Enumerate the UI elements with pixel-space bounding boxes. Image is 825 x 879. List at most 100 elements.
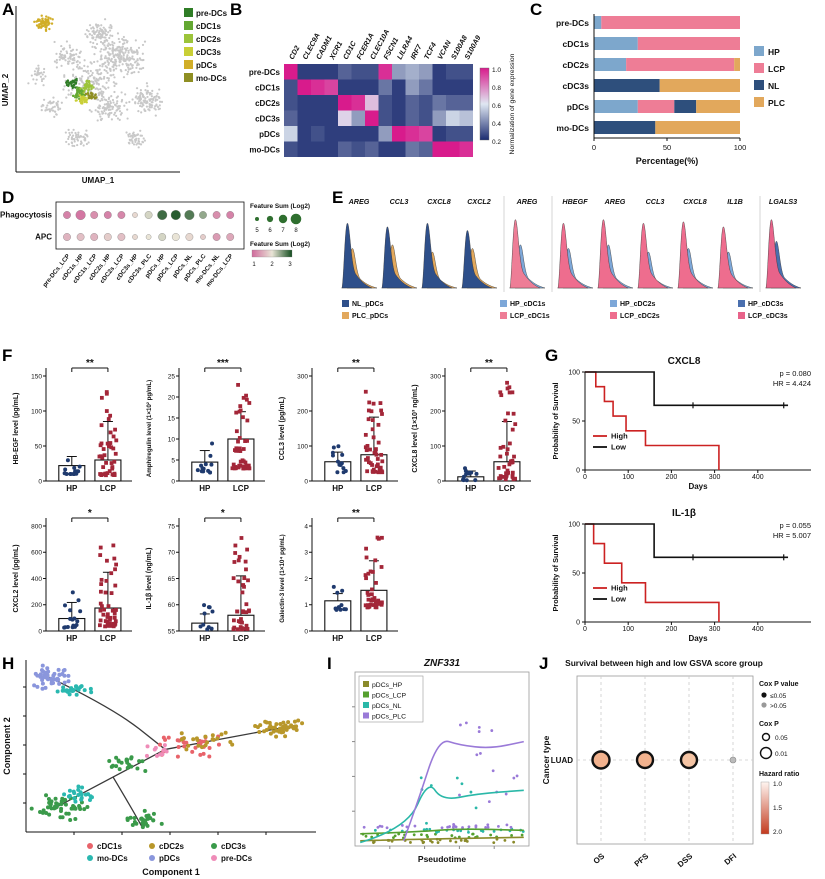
svg-text:*: * (221, 508, 225, 519)
svg-text:50: 50 (35, 443, 43, 450)
svg-text:Feature Sum (Log2): Feature Sum (Log2) (250, 203, 310, 210)
svg-text:0.8: 0.8 (492, 85, 501, 92)
svg-text:5: 5 (171, 457, 175, 464)
panel-a-label: A (2, 0, 15, 19)
panel-e-label: E (332, 188, 344, 207)
svg-text:cDC2s: cDC2s (563, 60, 590, 70)
svg-text:600: 600 (31, 550, 42, 557)
svg-text:NL_pDCs: NL_pDCs (352, 301, 384, 308)
svg-text:pDCs: pDCs (259, 130, 280, 139)
svg-text:LCP_cDC3s: LCP_cDC3s (748, 313, 788, 320)
svg-text:3: 3 (304, 550, 308, 557)
svg-text:AREG: AREG (348, 197, 370, 206)
svg-text:4: 4 (304, 523, 308, 530)
svg-text:PLC: PLC (768, 98, 785, 108)
svg-text:0.4: 0.4 (492, 121, 501, 128)
svg-text:Low: Low (611, 443, 626, 452)
svg-text:CXCL2 level (pg/mL): CXCL2 level (pg/mL) (13, 544, 20, 612)
svg-text:mo-DCs: mo-DCs (196, 74, 227, 83)
svg-text:6: 6 (268, 228, 272, 234)
svg-text:HP: HP (199, 484, 211, 493)
svg-text:400: 400 (31, 576, 42, 583)
svg-text:400: 400 (752, 474, 764, 481)
svg-text:100: 100 (622, 474, 634, 481)
svg-text:0: 0 (171, 478, 175, 485)
svg-text:10: 10 (168, 436, 176, 443)
svg-text:50: 50 (663, 143, 671, 152)
svg-text:200: 200 (31, 602, 42, 609)
component2-axis-label: Component 2 (2, 717, 12, 775)
km-title: CXCL8 (668, 356, 701, 367)
svg-text:0: 0 (304, 478, 308, 485)
component1-axis-label: Component 1 (142, 867, 200, 877)
svg-text:1.5: 1.5 (773, 805, 782, 812)
svg-text:0: 0 (583, 474, 587, 481)
svg-text:Hazard ratio: Hazard ratio (759, 771, 799, 778)
panel-f-label: F (2, 346, 13, 365)
svg-text:200: 200 (430, 408, 441, 415)
svg-text:**: ** (485, 358, 493, 369)
svg-text:HP: HP (66, 484, 78, 493)
svg-text:CCL3: CCL3 (646, 197, 665, 206)
svg-text:0: 0 (437, 478, 441, 485)
svg-text:PLC_pDCs: PLC_pDCs (352, 313, 388, 320)
svg-text:High: High (611, 432, 628, 441)
svg-text:NL: NL (768, 81, 779, 91)
svg-text:pDCs_LCP: pDCs_LCP (372, 693, 406, 700)
svg-text:cDC3s: cDC3s (221, 842, 246, 851)
svg-text:cDC1s: cDC1s (563, 39, 590, 49)
panel-d-label: D (2, 188, 15, 207)
panel-g-survival: G CXCL8 p = 0.080 HR = 4.424 0 50 100 0 100 200 3… (543, 346, 825, 654)
svg-text:HBEGF: HBEGF (562, 197, 588, 206)
svg-text:HP: HP (768, 47, 780, 57)
svg-text:Cox P: Cox P (759, 721, 779, 728)
svg-text:AREG: AREG (604, 197, 626, 206)
svg-text:60: 60 (168, 602, 176, 609)
svg-text:Galectin-3 level (1×10⁴ pg/mL): Galectin-3 level (1×10⁴ pg/mL) (279, 534, 286, 623)
svg-text:pDCs: pDCs (196, 61, 217, 70)
svg-text:200: 200 (297, 408, 308, 415)
svg-text:LCP: LCP (233, 484, 250, 493)
svg-text:50: 50 (572, 418, 580, 425)
panel-a-umap: A UMAP_2 UMAP_1 pre-DCs cDC1s cDC2s cDC3s pDCs… (0, 0, 230, 188)
svg-text:PFS: PFS (633, 851, 651, 868)
svg-text:LCP: LCP (366, 634, 383, 643)
svg-text:50: 50 (572, 570, 580, 577)
panel-j-gsva-bubble: J Survival between high and low GSVA sco… (537, 654, 825, 879)
svg-text:IL1B: IL1B (727, 197, 743, 206)
svg-text:8: 8 (294, 228, 298, 234)
svg-text:High: High (611, 584, 628, 593)
svg-text:Low: Low (611, 595, 626, 604)
svg-text:300: 300 (709, 474, 721, 481)
svg-text:pre-DCs: pre-DCs (249, 68, 281, 77)
panel-h-label: H (2, 654, 15, 673)
svg-text:300: 300 (297, 373, 308, 380)
svg-text:HB-EGF level (pg/mL): HB-EGF level (pg/mL) (13, 393, 20, 465)
svg-text:75: 75 (168, 523, 176, 530)
panel-b-label: B (230, 0, 243, 19)
svg-text:0: 0 (38, 628, 42, 635)
svg-text:2: 2 (304, 576, 308, 583)
panel-h-trajectory: H cDC1s cDC2s cDC3s mo-DCs pDCs pre-DCs Compon… (0, 654, 325, 879)
panel-d-dotplot: D Phagocytosis APC pre-DCs_LCP cDC1s_HP cDC1… (0, 188, 330, 346)
svg-text:***: *** (217, 358, 229, 369)
svg-text:pre-DCs: pre-DCs (556, 18, 589, 28)
svg-text:0: 0 (583, 626, 587, 633)
umap-x-label: UMAP_1 (82, 176, 115, 185)
feature-sum-dot-plot: PhagocytosisAPCpre-DCs_LCPcDC1s_HPcDC1s_… (0, 201, 310, 289)
svg-text:mo-DCs: mo-DCs (97, 854, 128, 863)
svg-text:LCP: LCP (100, 484, 117, 493)
svg-text:Probability of Survival: Probability of Survival (551, 534, 560, 611)
panel-c-label: C (530, 0, 543, 19)
svg-text:cDC1s: cDC1s (255, 83, 280, 92)
svg-text:LUAD: LUAD (551, 756, 573, 765)
svg-text:150: 150 (31, 373, 42, 380)
umap-y-label: UMAP_2 (1, 73, 10, 106)
svg-text:DFI: DFI (723, 852, 739, 867)
km-title: IL-1β (672, 508, 696, 519)
svg-text:HP: HP (465, 484, 477, 493)
gene-expression-heatmap: pre-DCscDC1scDC2scDC3spDCsmo-DCsCD2CLEC9… (249, 28, 516, 157)
svg-text:cDC2s: cDC2s (255, 99, 280, 108)
svg-text:**: ** (352, 358, 360, 369)
